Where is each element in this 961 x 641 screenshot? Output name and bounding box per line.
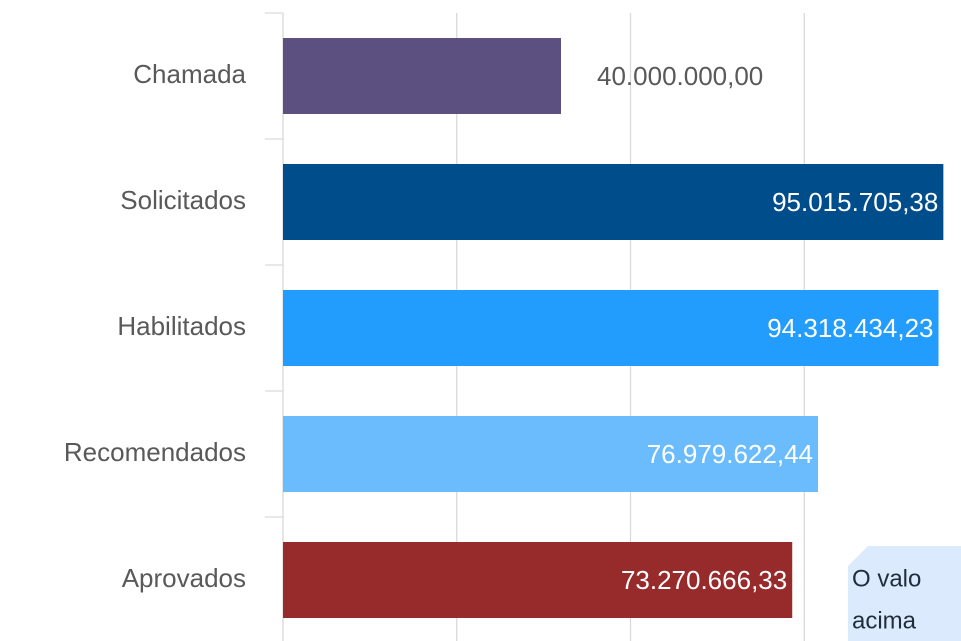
data-label: 76.979.622,44 <box>647 439 813 469</box>
data-label: 40.000.000,00 <box>597 61 763 91</box>
bar <box>283 416 819 492</box>
data-label: 73.270.666,33 <box>621 565 787 595</box>
data-label: 94.318.434,23 <box>767 313 933 343</box>
annotation-text: O valo <box>852 565 921 592</box>
bar <box>283 542 793 618</box>
bar <box>283 164 944 240</box>
y-tick-label: Chamada <box>133 59 246 89</box>
bar <box>283 290 939 366</box>
y-tick-label: Solicitados <box>120 185 246 215</box>
annotation-text: acima <box>852 607 917 634</box>
y-tick-label: Recomendados <box>64 437 246 467</box>
annotation-box <box>848 546 961 641</box>
y-tick-label: Habilitados <box>117 311 246 341</box>
data-label: 95.015.705,38 <box>772 187 938 217</box>
bar <box>283 38 561 114</box>
y-tick-label: Aprovados <box>122 563 246 593</box>
